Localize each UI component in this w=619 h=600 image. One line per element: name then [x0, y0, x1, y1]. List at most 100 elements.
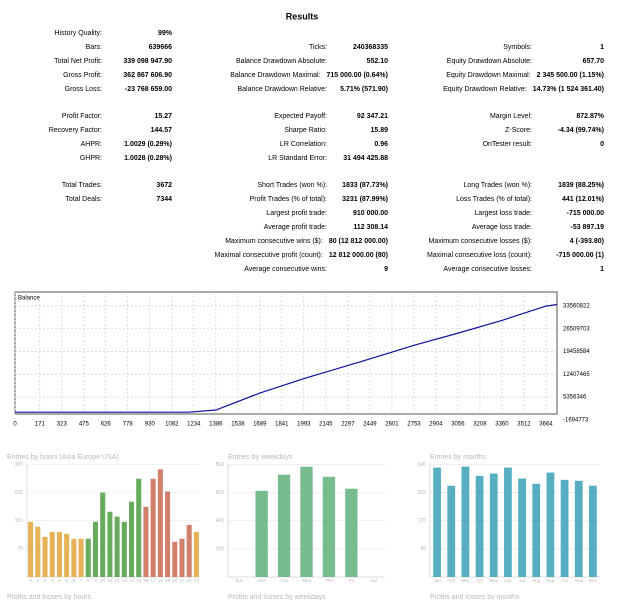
bar — [165, 491, 171, 577]
bar — [150, 478, 156, 577]
stat-label: Average profit trade: — [264, 224, 327, 231]
x-tick-label: Mon — [257, 578, 266, 583]
x-tick-label: 12 — [115, 578, 121, 583]
x-tick-label: 16 — [143, 578, 149, 583]
stat-label: OnTester result: — [483, 141, 532, 148]
x-tick-label: Dec — [589, 578, 598, 583]
x-tick-label: Oct — [561, 578, 569, 583]
x-tick-label: 1993 — [297, 422, 311, 428]
stat-value: 639666 — [149, 44, 172, 51]
x-tick-label: 13 — [122, 578, 128, 583]
bar — [345, 488, 358, 577]
x-tick-label: 20 — [172, 578, 178, 583]
y-tick-label: 75 — [17, 546, 23, 552]
x-tick-label: Fri — [349, 578, 354, 583]
y-tick-label: 225 — [15, 490, 24, 496]
stat-label: Balance Drawdown Absolute: — [236, 58, 327, 65]
stat-label: Total Trades: — [62, 182, 102, 189]
bar — [300, 466, 313, 577]
bar — [589, 485, 597, 577]
stat-value: 910 000.00 — [353, 210, 388, 217]
stat-label: Total Deals: — [65, 196, 102, 203]
x-tick-label: 2297 — [341, 422, 355, 428]
stat-label: Long Trades (won %): — [464, 182, 533, 189]
bar — [92, 521, 99, 577]
stat-value: 1.0029 (0.29%) — [124, 141, 172, 148]
y-tick-label: -1694773 — [563, 418, 589, 424]
stat-value: 362 867 606.90 — [123, 72, 172, 79]
x-tick-label: 1 — [37, 578, 40, 583]
x-tick-label: 4 — [58, 578, 61, 583]
bar — [136, 478, 142, 577]
stat-label: Maximum consecutive wins ($): — [225, 238, 323, 245]
stat-value: 3231 (87.99%) — [342, 196, 388, 203]
stat-label: LR Standard Error: — [268, 155, 327, 162]
stat-label: Recovery Factor: — [49, 127, 102, 134]
bar — [121, 521, 127, 577]
x-tick-label: 7 — [80, 578, 83, 583]
y-tick-label: 26509703 — [563, 326, 590, 332]
stat-value: 872.87% — [576, 113, 604, 120]
stat-value: -53 897.19 — [571, 224, 605, 231]
chart-footer: Profits and losses by months — [430, 594, 520, 600]
chart-title: Entries by months — [430, 454, 487, 461]
stat-label: Ticks: — [309, 44, 327, 51]
bar — [560, 479, 569, 577]
stat-label: Gross Loss: — [65, 86, 102, 93]
stat-value: 339 098 947.90 — [123, 58, 172, 65]
plot-frame — [14, 291, 558, 415]
chart-footer: Profits and losses by hours — [7, 594, 92, 600]
stat-label: Largest loss trade: — [474, 210, 532, 217]
x-tick-label: 21 — [179, 578, 185, 583]
x-tick-label: 171 — [35, 422, 46, 428]
bar — [186, 524, 192, 577]
x-tick-label: 778 — [123, 422, 134, 428]
stat-label: Gross Profit: — [63, 72, 102, 79]
x-tick-label: 0 — [13, 422, 17, 428]
balance-line — [15, 303, 558, 413]
x-tick-label: May — [489, 578, 498, 583]
x-tick-label: 3 — [51, 578, 54, 583]
stat-value: 1.0028 (0.28%) — [124, 155, 172, 162]
bar — [277, 474, 291, 577]
stat-value: 1839 (88.25%) — [558, 182, 604, 189]
bar — [42, 536, 48, 577]
stat-label: Average consecutive wins: — [244, 266, 327, 273]
x-tick-label: 14 — [129, 578, 135, 583]
stat-value: 112 308.14 — [353, 224, 388, 231]
bar — [518, 478, 526, 577]
stat-value: 5.71% (571.90) — [340, 86, 388, 93]
x-tick-label: 3664 — [539, 422, 553, 428]
x-tick-label: 2449 — [363, 422, 377, 428]
stat-value: 2 345 500.00 (1.15%) — [537, 72, 604, 79]
bar — [114, 516, 120, 577]
x-tick-label: 1386 — [209, 422, 223, 428]
x-tick-label: 3360 — [495, 422, 509, 428]
x-tick-label: 0 — [29, 578, 32, 583]
x-tick-label: 2145 — [319, 422, 333, 428]
x-tick-label: Sep — [546, 578, 555, 583]
x-tick-label: 930 — [145, 422, 156, 428]
chart-title: Entries by weekdays — [228, 454, 293, 461]
y-tick-label: 400 — [216, 518, 225, 524]
y-tick-label: 150 — [15, 518, 24, 524]
bar — [49, 532, 55, 577]
stat-value: 15.89 — [370, 127, 388, 134]
y-tick-label: 300 — [15, 462, 24, 468]
stat-value: -715 000.00 (1) — [556, 252, 604, 259]
x-tick-label: Apr — [476, 578, 484, 583]
bar — [504, 467, 512, 577]
bar — [100, 492, 106, 577]
bar — [64, 533, 70, 577]
stat-value: 1 — [600, 266, 604, 273]
stat-label: Maximal consecutive loss (count): — [427, 252, 532, 259]
stat-label: History Quality: — [55, 30, 103, 37]
x-tick-label: 2 — [44, 578, 47, 583]
stat-label: GHPR: — [80, 155, 102, 162]
stat-label: Z-Score: — [505, 127, 532, 134]
x-tick-label: 2601 — [385, 422, 399, 428]
x-tick-label: 475 — [79, 422, 90, 428]
y-tick-label: 19458584 — [563, 349, 590, 355]
x-tick-label: Jan — [433, 578, 441, 583]
bar — [546, 472, 555, 577]
